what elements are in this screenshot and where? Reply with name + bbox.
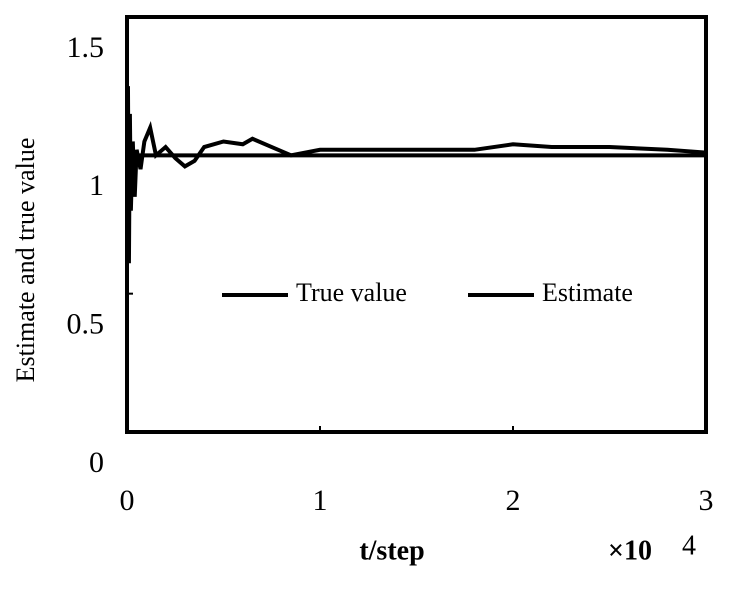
y-tick-label: 1 (89, 169, 104, 202)
x-axis-label: t/step (359, 535, 424, 566)
line-series (125, 86, 707, 264)
y-axis-label: Estimate and true value (11, 138, 40, 383)
legend-label: True value (296, 278, 407, 307)
y-tick-label: 1.5 (67, 31, 105, 64)
x-tick-label: 0 (120, 484, 135, 517)
x-multiplier-exponent: 4 (682, 530, 696, 561)
x-multiplier: ×10 (608, 535, 652, 566)
legend-label: Estimate (542, 278, 633, 307)
x-tick-label: 1 (313, 484, 328, 517)
x-tick-label: 2 (506, 484, 521, 517)
y-tick-label: 0 (89, 446, 104, 479)
y-tick-label: 0.5 (67, 308, 105, 341)
x-tick-label: 3 (699, 484, 714, 517)
plot-frame (125, 15, 708, 434)
